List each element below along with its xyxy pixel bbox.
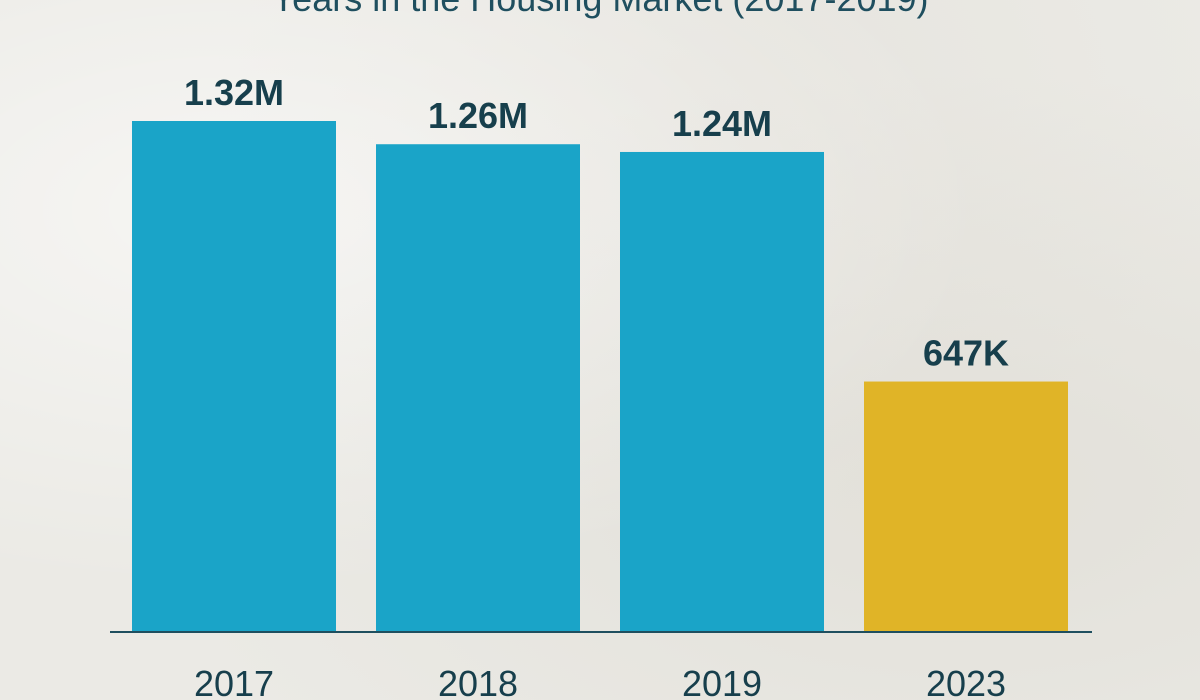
bars-group: [132, 121, 1068, 632]
value-label-2019: 1.24M: [672, 103, 772, 144]
bar-2018: [376, 144, 580, 632]
x-tick-label-2017: 2017: [194, 663, 274, 700]
value-label-2017: 1.32M: [184, 72, 284, 113]
x-tick-label-2018: 2018: [438, 663, 518, 700]
x-tick-label-2019: 2019: [682, 663, 762, 700]
bar-2019: [620, 151, 824, 632]
bar-2017: [132, 121, 336, 632]
value-labels-group: 1.32M 1.26M 1.24M 647K: [184, 72, 1009, 374]
chart-title: Years in the Housing Market (2017-2019): [0, 0, 1200, 20]
value-label-2023: 647K: [923, 333, 1009, 374]
x-tick-labels-group: 2017 2018 2019 2023: [194, 663, 1006, 700]
value-label-2018: 1.26M: [428, 95, 528, 136]
bar-2023: [864, 381, 1068, 632]
x-tick-label-2023: 2023: [926, 663, 1006, 700]
